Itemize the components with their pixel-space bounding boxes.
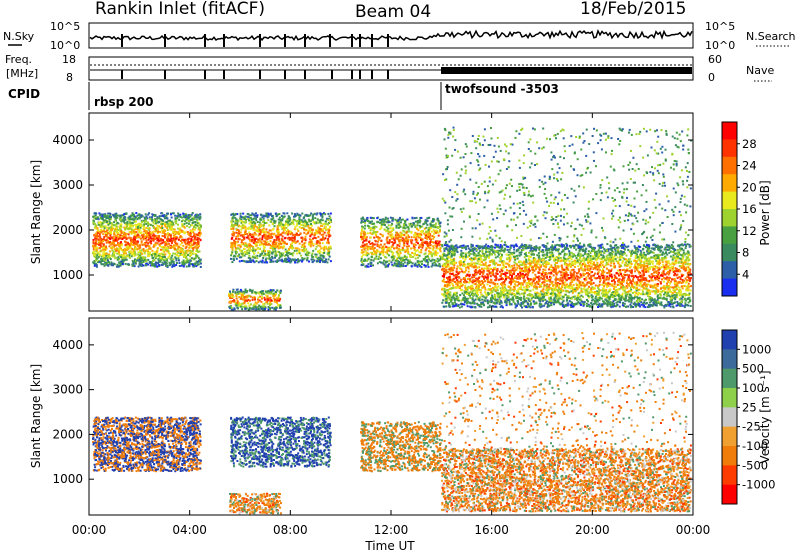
- nsky-tick-top: 10^5: [50, 20, 80, 33]
- velocity-colorbar-segment: [722, 368, 737, 389]
- cpid-2: twofsound -3503: [445, 82, 559, 96]
- time-tick-label: 00:00: [676, 523, 711, 537]
- nave-tick-top: 60: [708, 53, 722, 66]
- power-ytick-label: 3000: [52, 178, 83, 192]
- velocity-data: [92, 331, 692, 515]
- velocity-colorbar-segment: [722, 484, 737, 505]
- power-colorbar-tick: 12: [742, 224, 757, 238]
- velocity-ytick-label: 3000: [52, 383, 83, 397]
- nsearch-tick-bottom: 10^0: [705, 39, 735, 52]
- power-colorbar-segment: [722, 243, 737, 262]
- freq-tick-bottom: 8: [66, 71, 73, 84]
- freq-tick-top: 18: [62, 53, 76, 66]
- cpid-row: CPID rbsp 200 twofsound -3503: [8, 82, 559, 110]
- velocity-colorbar-tick: 1000: [742, 342, 771, 356]
- velocity-colorbar-label: Velocity [m s⁻¹]: [758, 370, 772, 463]
- nave-tick-bottom: 0: [708, 71, 715, 84]
- velocity-panel: Slant Range [km] 1000 2000 3000 4000 1000 50…: [29, 317, 775, 516]
- power-colorbar-segment: [722, 278, 737, 297]
- freq-unit-label: [MHz]: [6, 67, 38, 80]
- velocity-colorbar-tick: -1000: [742, 478, 775, 492]
- power-colorbar-segment: [722, 122, 737, 140]
- nsearch-tick-top: 10^5: [705, 20, 735, 33]
- time-axis: 00:00 04:00 08:00 12:00 16:00 20:00 00:00: [72, 113, 711, 537]
- power-panel: Slant Range [km] 1000 2000 3000 4000 28 24 20…: [29, 112, 772, 312]
- velocity-colorbar-tick: -500: [742, 458, 768, 472]
- power-colorbar-segment: [722, 261, 737, 280]
- nsky-panel: N.Sky 10^5 10^0 10^5 10^0 N.Search: [3, 20, 796, 52]
- velocity-ytick-label: 1000: [52, 472, 83, 486]
- nave-block: [441, 67, 692, 74]
- nave-label: Nave: [746, 64, 774, 77]
- power-data: [92, 126, 692, 311]
- freq-panel: Freq. [MHz] 18 8 60 0 Nave: [5, 53, 774, 84]
- velocity-colorbar-segment: [722, 330, 737, 350]
- nsky-label: N.Sky: [3, 30, 35, 43]
- station-title: Rankin Inlet (fitACF): [95, 0, 265, 19]
- time-tick-label: 16:00: [474, 523, 509, 537]
- time-tick-label: 08:00: [273, 523, 308, 537]
- velocity-colorbar-segment: [722, 407, 737, 428]
- velocity-colorbar-tick: 25: [742, 400, 757, 414]
- power-ylabel: Slant Range [km]: [29, 160, 43, 264]
- power-colorbar-tick: 20: [742, 180, 757, 194]
- velocity-ylabel: Slant Range [km]: [29, 364, 43, 468]
- cpid-label: CPID: [8, 87, 40, 101]
- power-colorbar-segment: [722, 156, 737, 175]
- time-tick-label: 12:00: [374, 523, 409, 537]
- nsky-tick-bottom: 10^0: [50, 39, 80, 52]
- velocity-colorbar-segment: [722, 388, 737, 408]
- velocity-colorbar-segment: [722, 426, 737, 447]
- power-colorbar-segment: [722, 139, 737, 158]
- power-colorbar-segment: [722, 209, 737, 227]
- beam-title: Beam 04: [355, 2, 431, 22]
- freq-label: Freq.: [5, 53, 32, 66]
- power-colorbar-label: Power [dB]: [758, 180, 772, 245]
- power-colorbar-tick: 4: [742, 267, 749, 281]
- date-title: 18/Feb/2015: [580, 0, 686, 19]
- velocity-colorbar-segment: [722, 446, 737, 466]
- time-tick-label: 00:00: [72, 523, 107, 537]
- power-colorbar-segment: [722, 191, 737, 210]
- power-ytick-label: 2000: [52, 223, 83, 237]
- nsky-trace: [89, 29, 693, 42]
- velocity-ytick-label: 2000: [52, 427, 83, 441]
- power-ytick-label: 4000: [52, 133, 83, 147]
- power-colorbar-tick: 28: [742, 137, 757, 151]
- time-axis-label: Time UT: [364, 539, 415, 553]
- power-colorbar-segment: [722, 174, 737, 193]
- power-ytick-label: 1000: [52, 268, 83, 282]
- power-colorbar-segment: [722, 226, 737, 245]
- velocity-colorbar-segment: [722, 349, 737, 370]
- velocity-colorbar-segment: [722, 465, 737, 486]
- nsearch-label: N.Search: [746, 30, 796, 43]
- velocity-colorbar-tick: -100: [742, 439, 768, 453]
- cpid-1: rbsp 200: [94, 95, 153, 109]
- velocity-ytick-label: 4000: [52, 338, 83, 352]
- velocity-colorbar-tick: -25: [742, 420, 761, 434]
- power-colorbar-tick: 16: [742, 202, 757, 216]
- time-tick-label: 20:00: [575, 523, 610, 537]
- velocity-colorbar-tick: 500: [742, 362, 764, 376]
- velocity-colorbar-tick: 100: [742, 381, 764, 395]
- power-colorbar-tick: 8: [742, 246, 749, 260]
- power-colorbar-tick: 24: [742, 159, 757, 173]
- time-tick-label: 04:00: [172, 523, 207, 537]
